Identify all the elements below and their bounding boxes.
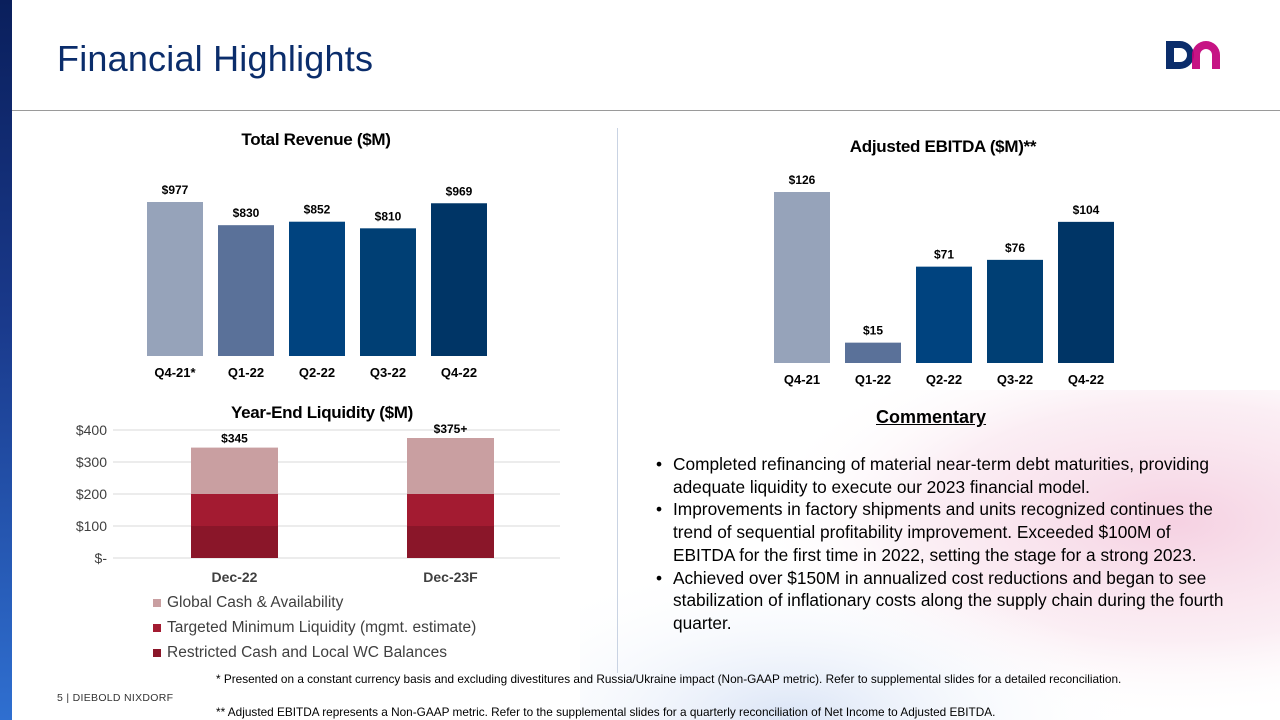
commentary-bullet: Completed refinancing of material near-t… [654, 453, 1229, 498]
data-label: $810 [375, 209, 402, 223]
footer-separator: | [66, 692, 73, 704]
logo-n-shape [1192, 41, 1220, 69]
company-name: DIEBOLD NIXDORF [72, 692, 174, 704]
category-label: Dec-23F [423, 569, 478, 585]
y-tick-label: $- [95, 550, 108, 566]
stack-segment-restricted [407, 526, 494, 558]
stack-segment-restricted [191, 526, 278, 558]
bar-q3-22 [987, 259, 1043, 363]
bar-q4-21- [147, 202, 203, 356]
logo-d-shape [1166, 41, 1194, 69]
data-label: $969 [446, 184, 473, 198]
y-tick-label: $300 [76, 454, 107, 470]
category-label: Q4-22 [441, 365, 477, 380]
stack-segment-targeted [191, 494, 278, 526]
header-divider [12, 110, 1280, 111]
data-label: $852 [304, 203, 331, 217]
category-label: Q4-22 [1068, 372, 1104, 387]
data-label: $830 [233, 206, 260, 220]
page-title: Financial Highlights [57, 38, 374, 79]
revenue-chart-title: Total Revenue ($M) [241, 130, 391, 149]
vertical-divider [617, 128, 618, 673]
legend-item-restricted-cash: Restricted Cash and Local WC Balances [153, 640, 476, 665]
page-number: 5 [57, 692, 64, 704]
commentary-list: Completed refinancing of material near-t… [654, 453, 1229, 635]
legend-swatch-global-cash [153, 598, 161, 607]
bar-q2-22 [916, 266, 972, 363]
data-label: $126 [789, 173, 816, 187]
category-label: Q4-21 [784, 372, 820, 387]
bar-q2-22 [289, 221, 345, 356]
category-label: Q3-22 [997, 372, 1033, 387]
y-tick-label: $400 [76, 422, 107, 438]
stack-segment-global [407, 438, 494, 494]
total-label: $375+ [434, 422, 468, 436]
ebitda-chart-title: Adjusted EBITDA ($M)** [849, 137, 1037, 156]
footnote-adjusted-ebitda: ** Adjusted EBITDA represents a Non-GAAP… [216, 705, 996, 719]
legend-swatch-targeted-minimum [153, 623, 161, 632]
data-label: $104 [1073, 203, 1100, 217]
category-label: Q2-22 [299, 365, 335, 380]
category-label: Q1-22 [855, 372, 891, 387]
legend-item-global-cash: Global Cash & Availability [153, 590, 476, 615]
legend-label-targeted-minimum: Targeted Minimum Liquidity (mgmt. estima… [167, 618, 477, 636]
category-label: Q1-22 [228, 365, 264, 380]
bar-q1-22 [845, 342, 901, 363]
commentary-bullet: Achieved over $150M in annualized cost r… [654, 567, 1229, 635]
total-label: $345 [221, 432, 248, 446]
bar-q4-22 [1058, 221, 1114, 363]
side-gradient-band [0, 0, 12, 720]
bar-q1-22 [218, 225, 274, 356]
y-tick-label: $200 [76, 486, 107, 502]
legend-item-targeted-minimum: Targeted Minimum Liquidity (mgmt. estima… [153, 615, 476, 640]
bar-q4-22 [431, 203, 487, 356]
bar-q4-21 [774, 192, 830, 363]
category-label: Dec-22 [212, 569, 258, 585]
liquidity-chart-title: Year-End Liquidity ($M) [230, 403, 414, 422]
legend-label-restricted-cash: Restricted Cash and Local WC Balances [167, 643, 447, 661]
data-label: $977 [162, 183, 189, 197]
category-label: Q3-22 [370, 365, 406, 380]
data-label: $71 [934, 248, 954, 262]
y-tick-label: $100 [76, 518, 107, 534]
data-label: $76 [1005, 241, 1025, 255]
legend-swatch-restricted-cash [153, 648, 161, 657]
commentary-title: Commentary [876, 407, 987, 427]
legend-label-global-cash: Global Cash & Availability [167, 593, 344, 611]
bar-q3-22 [360, 228, 416, 356]
footnote-constant-currency: * Presented on a constant currency basis… [216, 672, 1122, 686]
stack-segment-targeted [407, 494, 494, 526]
page-footer: 5 | DIEBOLD NIXDORF [57, 692, 173, 704]
diebold-nixdorf-logo [1166, 41, 1220, 69]
liquidity-legend: Global Cash & Availability Targeted Mini… [153, 590, 476, 665]
stack-segment-global [191, 447, 278, 494]
data-label: $15 [863, 324, 883, 338]
category-label: Q4-21* [154, 365, 196, 380]
commentary-bullet: Improvements in factory shipments and un… [654, 498, 1229, 566]
category-label: Q2-22 [926, 372, 962, 387]
